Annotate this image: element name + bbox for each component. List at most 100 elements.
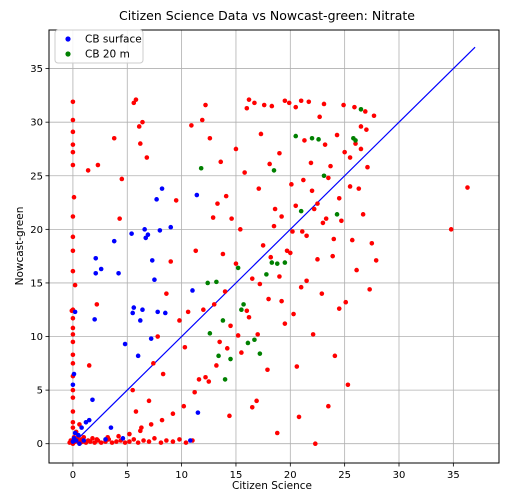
point-other	[203, 102, 208, 108]
point-other	[222, 289, 228, 294]
point-other	[155, 334, 160, 339]
point-other	[185, 309, 191, 315]
point-cb-surface	[116, 270, 121, 276]
point-other	[256, 186, 262, 191]
point-other	[207, 135, 213, 141]
point-other	[308, 160, 314, 166]
point-cb-surface	[143, 235, 149, 241]
point-other	[371, 113, 377, 119]
legend-marker-cb-surface	[65, 36, 71, 42]
point-other	[98, 440, 104, 445]
y-axis-label: Nowcast-green	[14, 207, 26, 286]
point-cb-surface	[122, 341, 128, 347]
point-cb-20-m	[257, 351, 263, 356]
point-other	[334, 132, 340, 138]
point-other	[279, 298, 284, 304]
point-other	[317, 114, 322, 120]
point-other	[138, 428, 143, 434]
point-other	[170, 439, 176, 444]
point-other	[70, 268, 76, 274]
point-cb-surface	[194, 192, 200, 198]
point-other	[310, 332, 316, 337]
point-other	[140, 119, 145, 125]
point-cb-surface	[129, 231, 134, 236]
point-cb-20-m	[271, 168, 277, 173]
point-cb-surface	[195, 410, 201, 415]
point-other	[164, 438, 169, 443]
point-other	[242, 170, 247, 175]
point-other	[170, 411, 176, 416]
point-other	[347, 184, 353, 189]
point-other	[86, 363, 92, 368]
point-other	[177, 318, 182, 323]
y-tick-label: 10	[30, 332, 43, 343]
point-other	[182, 344, 188, 350]
point-cb-surface	[145, 232, 151, 238]
point-other	[141, 438, 146, 443]
point-cb-20-m	[298, 208, 304, 214]
point-other	[70, 409, 76, 414]
point-other	[353, 141, 358, 146]
point-cb-surface	[140, 307, 145, 313]
point-other	[70, 387, 76, 393]
point-other	[365, 164, 370, 170]
point-other	[130, 387, 135, 393]
point-other	[277, 150, 282, 156]
point-other	[151, 361, 156, 366]
point-cb-surface	[72, 430, 78, 436]
point-cb-20-m	[239, 307, 244, 313]
point-other	[133, 97, 139, 102]
point-other	[215, 201, 220, 206]
point-other	[199, 117, 205, 123]
point-other	[267, 161, 272, 167]
point-cb-surface	[120, 436, 126, 441]
x-tick-label: 30	[393, 470, 406, 481]
point-other	[220, 251, 226, 257]
point-cb-surface	[138, 318, 143, 323]
point-other	[358, 124, 364, 129]
point-other	[152, 436, 157, 441]
point-cb-20-m	[293, 133, 299, 139]
point-cb-20-m	[353, 138, 358, 143]
point-other	[72, 282, 78, 288]
point-other	[322, 142, 328, 147]
point-cb-surface	[168, 224, 174, 230]
point-cb-20-m	[358, 107, 364, 112]
point-cb-surface	[77, 441, 82, 447]
point-other	[246, 314, 252, 320]
point-other	[235, 333, 241, 338]
point-other	[224, 346, 230, 351]
x-axis-label: Citizen Science	[232, 480, 312, 492]
point-other	[173, 198, 179, 203]
point-cb-surface	[72, 309, 78, 315]
point-other	[92, 440, 97, 445]
point-cb-20-m	[264, 272, 269, 277]
point-other	[189, 123, 194, 128]
point-other	[117, 216, 122, 221]
x-tick-label: 20	[284, 470, 297, 481]
point-other	[347, 155, 353, 160]
point-other	[217, 339, 222, 345]
point-other	[95, 162, 101, 168]
point-other	[90, 436, 95, 441]
point-other	[291, 311, 296, 317]
point-cb-surface	[108, 425, 114, 430]
point-other	[227, 413, 232, 419]
point-cb-surface	[98, 266, 104, 272]
point-other	[70, 248, 76, 254]
point-other	[309, 188, 315, 194]
point-other	[272, 206, 278, 212]
point-other	[360, 212, 366, 217]
y-tick-label: 30	[30, 118, 43, 129]
point-other	[257, 281, 263, 287]
point-cb-surface	[154, 197, 159, 202]
point-other	[349, 237, 355, 243]
point-other	[268, 254, 274, 260]
point-other	[290, 229, 295, 234]
point-other	[206, 379, 212, 384]
point-other	[70, 419, 76, 425]
point-other	[70, 395, 76, 400]
point-other	[229, 216, 234, 221]
point-other	[70, 142, 76, 147]
point-other	[127, 431, 132, 437]
